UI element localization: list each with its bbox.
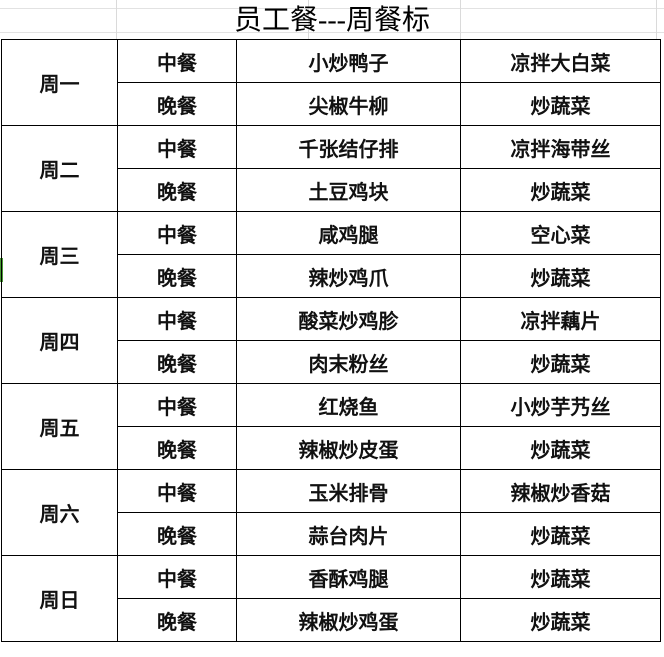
side-dish-cell[interactable]: 炒蔬菜 [460, 426, 661, 470]
main-dish-cell[interactable]: 辣椒炒鸡蛋 [236, 598, 461, 642]
gridline [308, 0, 309, 39]
meal-cell[interactable]: 中餐 [117, 211, 237, 255]
main-dish-cell[interactable]: 土豆鸡块 [236, 168, 461, 212]
side-dish-cell[interactable]: 凉拌藕片 [460, 297, 661, 341]
table-row: 周日 中餐 香酥鸡腿 炒蔬菜 [1, 555, 661, 642]
day-cell[interactable]: 周二 [1, 125, 118, 212]
meal-cell[interactable]: 中餐 [117, 39, 237, 83]
side-dish-cell[interactable]: 炒蔬菜 [460, 555, 661, 599]
table-row: 晚餐 尖椒牛柳 炒蔬菜 [2, 82, 661, 126]
main-dish-cell[interactable]: 肉末粉丝 [236, 340, 461, 384]
main-dish-cell[interactable]: 香酥鸡腿 [236, 555, 461, 599]
meal-cell[interactable]: 中餐 [117, 125, 237, 169]
table-row: 周六 中餐 玉米排骨 辣椒炒香菇 [1, 469, 661, 556]
gridline [656, 0, 657, 39]
gridline [460, 0, 461, 39]
table-row: 晚餐 辣炒鸡爪 炒蔬菜 [2, 254, 661, 298]
day-cell[interactable]: 周五 [1, 383, 118, 470]
side-dish-cell[interactable]: 炒蔬菜 [460, 168, 661, 212]
main-dish-cell[interactable]: 红烧鱼 [236, 383, 461, 427]
table-row: 晚餐 蒜台肉片 炒蔬菜 [2, 512, 661, 556]
meal-cell[interactable]: 晚餐 [117, 168, 237, 212]
main-dish-cell[interactable]: 酸菜炒鸡胗 [236, 297, 461, 341]
table-row: 晚餐 肉末粉丝 炒蔬菜 [2, 340, 661, 384]
side-dish-cell[interactable]: 炒蔬菜 [460, 254, 661, 298]
side-dish-cell[interactable]: 凉拌大白菜 [460, 39, 661, 83]
side-dish-cell[interactable]: 炒蔬菜 [460, 598, 661, 642]
side-dish-cell[interactable]: 炒蔬菜 [460, 82, 661, 126]
gridline [0, 32, 664, 33]
meal-cell[interactable]: 晚餐 [117, 340, 237, 384]
meal-cell[interactable]: 中餐 [117, 383, 237, 427]
table-row: 晚餐 辣椒炒皮蛋 炒蔬菜 [2, 426, 661, 470]
meal-cell[interactable]: 晚餐 [117, 512, 237, 556]
day-cell[interactable]: 周四 [1, 297, 118, 384]
main-dish-cell[interactable]: 千张结仔排 [236, 125, 461, 169]
side-dish-cell[interactable]: 辣椒炒香菇 [460, 469, 661, 513]
day-cell[interactable]: 周一 [1, 39, 118, 126]
side-dish-cell[interactable]: 空心菜 [460, 211, 661, 255]
table-row: 周五 中餐 红烧鱼 小炒芋艿丝 [1, 383, 661, 470]
main-dish-cell[interactable]: 小炒鸭子 [236, 39, 461, 83]
meal-cell[interactable]: 中餐 [117, 469, 237, 513]
side-dish-cell[interactable]: 炒蔬菜 [460, 340, 661, 384]
meal-cell[interactable]: 晚餐 [117, 598, 237, 642]
table-row: 周四 中餐 酸菜炒鸡胗 凉拌藕片 [1, 297, 661, 384]
main-dish-cell[interactable]: 尖椒牛柳 [236, 82, 461, 126]
meal-table: 周一 中餐 小炒鸭子 凉拌大白菜 晚餐 尖椒牛柳 炒蔬菜 周二 中餐 千张结仔排 凉拌海带丝 晚餐 土豆… [1, 39, 661, 642]
day-cell[interactable]: 周日 [1, 555, 118, 642]
main-dish-cell[interactable]: 辣炒鸡爪 [236, 254, 461, 298]
table-row: 周三 中餐 咸鸡腿 空心菜 [1, 211, 661, 298]
meal-cell[interactable]: 晚餐 [117, 82, 237, 126]
gridline [0, 8, 664, 9]
table-row: 周二 中餐 千张结仔排 凉拌海带丝 [1, 125, 661, 212]
gridline [116, 0, 117, 39]
main-dish-cell[interactable]: 玉米排骨 [236, 469, 461, 513]
sheet-title[interactable]: 员工餐---周餐标 [234, 5, 430, 36]
table-row: 晚餐 土豆鸡块 炒蔬菜 [2, 168, 661, 212]
side-dish-cell[interactable]: 炒蔬菜 [460, 512, 661, 556]
day-cell[interactable]: 周三 [1, 211, 118, 298]
day-cell[interactable]: 周六 [1, 469, 118, 556]
meal-cell[interactable]: 晚餐 [117, 254, 237, 298]
table-row: 晚餐 辣椒炒鸡蛋 炒蔬菜 [2, 598, 661, 642]
main-dish-cell[interactable]: 辣椒炒皮蛋 [236, 426, 461, 470]
table-row: 周一 中餐 小炒鸭子 凉拌大白菜 [1, 39, 661, 126]
main-dish-cell[interactable]: 咸鸡腿 [236, 211, 461, 255]
meal-cell[interactable]: 中餐 [117, 297, 237, 341]
meal-cell[interactable]: 晚餐 [117, 426, 237, 470]
side-dish-cell[interactable]: 小炒芋艿丝 [460, 383, 661, 427]
meal-cell[interactable]: 中餐 [117, 555, 237, 599]
main-dish-cell[interactable]: 蒜台肉片 [236, 512, 461, 556]
side-dish-cell[interactable]: 凉拌海带丝 [460, 125, 661, 169]
